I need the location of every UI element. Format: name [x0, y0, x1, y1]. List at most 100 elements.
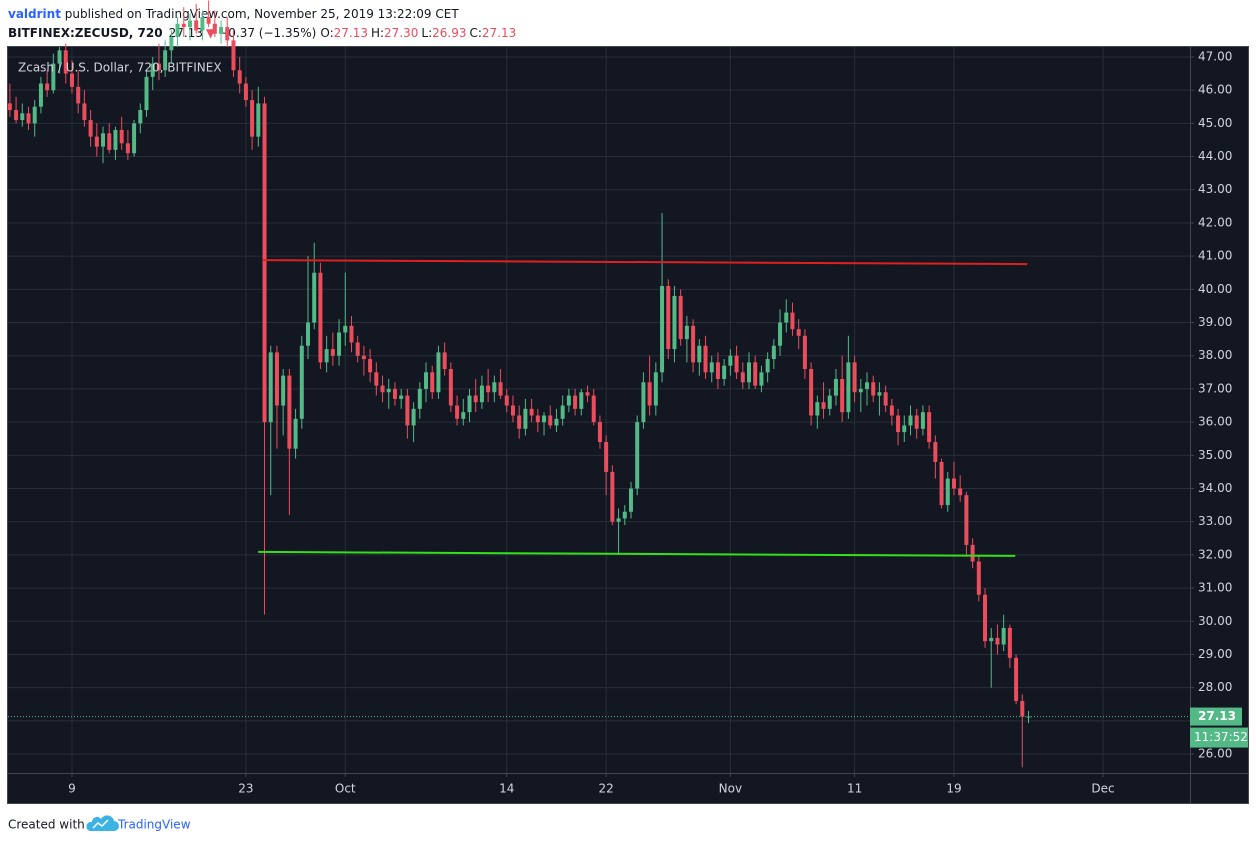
candle-body: [920, 412, 925, 429]
candle-body: [591, 395, 596, 423]
candle-body: [113, 129, 118, 150]
candle-body: [399, 395, 404, 399]
candle-body: [628, 488, 633, 512]
candle-body: [976, 561, 981, 595]
candle-body: [809, 369, 814, 416]
candle-body: [299, 345, 304, 419]
h-value: 27.30: [384, 26, 418, 40]
candle-body: [374, 372, 379, 386]
y-tick-label: 36.00: [1198, 415, 1232, 429]
candle-body: [256, 103, 261, 137]
candle-body: [597, 422, 602, 443]
candle-body: [883, 392, 888, 406]
candle-body: [51, 63, 56, 91]
candle-body: [964, 495, 969, 545]
candle-body: [293, 418, 298, 449]
candle-body: [318, 272, 323, 363]
candle-body: [125, 143, 130, 154]
y-tick-label: 31.00: [1198, 581, 1232, 595]
candle-body: [684, 325, 689, 340]
candle-body: [479, 385, 484, 403]
y-tick-label: 33.00: [1198, 514, 1232, 528]
candle-body: [498, 382, 503, 396]
candle-body: [647, 382, 652, 406]
candle-body: [225, 27, 230, 41]
candle-body: [430, 372, 435, 393]
candle-body: [448, 369, 453, 406]
c-value: 27.13: [482, 26, 516, 40]
candle-body: [424, 372, 429, 389]
y-tick-label: 39.00: [1198, 315, 1232, 329]
candle-body: [243, 83, 248, 101]
y-tick-label: 29.00: [1198, 647, 1232, 661]
legend-title: Zcash / U.S. Dollar, 720, BITFINEX: [18, 61, 222, 75]
candle-body: [150, 63, 155, 77]
x-tick-label: 14: [499, 782, 514, 796]
price-tag: [1190, 707, 1242, 726]
candle-body: [871, 382, 876, 396]
candle-body: [169, 37, 174, 51]
x-tick-label: 19: [946, 782, 961, 796]
candle-body: [715, 362, 720, 379]
o-value: 27.13: [334, 26, 368, 40]
candle-body: [889, 405, 894, 416]
candle-body: [529, 408, 534, 416]
candle-body: [691, 325, 696, 363]
publisher[interactable]: valdrint: [8, 7, 61, 21]
x-tick-label: 22: [599, 782, 614, 796]
y-tick-label: 47.00: [1198, 49, 1232, 63]
candle-body: [784, 312, 789, 323]
candle-body: [436, 352, 441, 393]
candle-body: [442, 352, 447, 370]
candle-body: [274, 352, 279, 406]
candle-body: [778, 322, 783, 346]
candle-body: [268, 352, 273, 423]
candle-body: [989, 637, 994, 642]
candle-body: [765, 359, 770, 373]
y-tick-label: 42.00: [1198, 215, 1232, 229]
price-tag-label: 27.13: [1198, 709, 1236, 723]
candle-body: [523, 408, 528, 429]
candle-body: [337, 332, 342, 356]
footer-brand[interactable]: TradingView: [117, 818, 191, 832]
y-tick-label: 38.00: [1198, 348, 1232, 362]
symbol: BITFINEX:ZECUSD, 720: [8, 26, 163, 40]
y-tick-label: 41.00: [1198, 249, 1232, 263]
candle-body: [20, 113, 25, 121]
candle-body: [405, 395, 410, 426]
candle-body: [790, 312, 795, 330]
candle-body: [237, 70, 242, 84]
y-tick-label: 37.00: [1198, 381, 1232, 395]
candle-body: [573, 395, 578, 409]
candle-body: [958, 488, 963, 496]
change: −0.37 (−1.35%): [218, 26, 316, 40]
candle-body: [610, 471, 615, 522]
candle-body: [566, 395, 571, 406]
candle-body: [392, 388, 397, 399]
c-label: C:: [470, 26, 482, 40]
candle-body: [262, 103, 267, 423]
y-tick-label: 28.00: [1198, 680, 1232, 694]
y-tick-label: 40.00: [1198, 282, 1232, 296]
candle-body: [330, 349, 335, 356]
candle-body: [660, 286, 665, 373]
candle-body: [747, 362, 752, 383]
candle-body: [187, 20, 192, 28]
candle-body: [194, 20, 199, 31]
trend-line: [258, 550, 1016, 557]
candle-body: [840, 378, 845, 413]
candle-body: [927, 412, 932, 443]
x-tick-label: Dec: [1091, 782, 1114, 796]
candle-body: [368, 359, 373, 373]
y-tick-label: 44.00: [1198, 149, 1232, 163]
candle-body: [250, 100, 255, 137]
candle-body: [287, 375, 292, 449]
candle-body: [219, 27, 224, 34]
candle-body: [107, 133, 112, 150]
candle-body: [200, 17, 205, 31]
candle-body: [709, 362, 714, 373]
candle-body: [672, 295, 677, 350]
candle-body: [902, 425, 907, 433]
candle-body: [82, 103, 87, 121]
